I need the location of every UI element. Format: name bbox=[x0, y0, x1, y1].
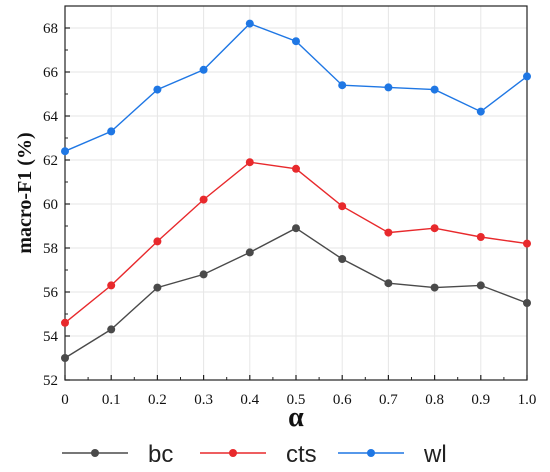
y-tick-label: 62 bbox=[43, 153, 58, 169]
x-tick-label: 0.1 bbox=[102, 392, 121, 408]
legend-marker-wl bbox=[367, 449, 375, 457]
data-point-wl bbox=[245, 19, 254, 28]
data-point-bc bbox=[61, 354, 69, 362]
x-tick-label: 0.9 bbox=[471, 392, 490, 408]
data-point-cts bbox=[523, 239, 531, 248]
data-point-cts bbox=[476, 233, 485, 241]
legend-item-wl: wl bbox=[338, 441, 447, 468]
data-point-wl bbox=[199, 65, 208, 74]
x-tick-label: 0 bbox=[61, 392, 69, 408]
y-tick-label: 68 bbox=[43, 21, 58, 37]
data-point-bc bbox=[476, 281, 485, 290]
y-tick-label: 66 bbox=[43, 65, 59, 81]
data-point-wl bbox=[523, 72, 531, 81]
y-axis-label: macro-F1 (%) bbox=[14, 132, 36, 253]
legend-marker-cts bbox=[229, 449, 237, 457]
x-axis-ticks: 0 0.1 0.2 0.3 0.4 0.5 0.6 0.7 0.8 0.9 1.0 bbox=[61, 375, 536, 408]
data-point-cts bbox=[384, 228, 393, 237]
data-point-wl bbox=[107, 127, 116, 136]
data-point-cts bbox=[107, 281, 116, 290]
data-point-cts bbox=[61, 318, 69, 327]
grid bbox=[64, 6, 528, 381]
series-layer bbox=[61, 19, 531, 362]
data-point-bc bbox=[523, 299, 531, 307]
y-tick-label: 54 bbox=[43, 329, 59, 345]
y-axis-ticks: 52 54 56 58 60 62 64 66 68 bbox=[43, 21, 70, 389]
legend-item-cts: cts bbox=[200, 441, 317, 468]
x-tick-label: 0.4 bbox=[240, 392, 259, 408]
y-tick-label: 60 bbox=[43, 197, 58, 213]
data-point-wl bbox=[384, 83, 393, 92]
y-tick-label: 64 bbox=[43, 109, 59, 125]
data-point-bc bbox=[384, 279, 393, 288]
x-tick-label: 0.8 bbox=[425, 392, 444, 408]
data-point-wl bbox=[476, 107, 485, 116]
data-point-wl bbox=[153, 85, 162, 94]
x-tick-label: 0.2 bbox=[148, 392, 167, 408]
data-point-bc bbox=[199, 270, 208, 279]
data-point-cts bbox=[199, 195, 208, 204]
series-cts bbox=[61, 158, 531, 327]
data-point-wl bbox=[292, 37, 300, 46]
x-tick-label: 0.5 bbox=[287, 392, 306, 408]
x-tick-label: 0.7 bbox=[379, 392, 398, 408]
data-point-cts bbox=[338, 202, 347, 211]
x-axis-label: α bbox=[288, 402, 304, 433]
data-point-cts bbox=[153, 237, 162, 246]
legend-label-bc: bc bbox=[148, 441, 173, 468]
data-point-bc bbox=[430, 283, 439, 292]
data-point-bc bbox=[292, 224, 300, 233]
data-point-cts bbox=[430, 224, 439, 233]
legend-label-cts: cts bbox=[286, 441, 317, 468]
legend-marker-bc bbox=[91, 449, 99, 457]
y-tick-label: 56 bbox=[43, 285, 59, 301]
data-point-bc bbox=[245, 248, 254, 257]
data-point-bc bbox=[107, 325, 116, 334]
x-tick-label: 1.0 bbox=[518, 392, 537, 408]
data-point-wl bbox=[61, 147, 69, 156]
legend-label-wl: wl bbox=[423, 441, 447, 468]
data-point-cts bbox=[292, 164, 300, 173]
x-tick-label: 0.3 bbox=[194, 392, 213, 408]
x-tick-label: 0.6 bbox=[333, 392, 352, 408]
data-point-bc bbox=[338, 255, 347, 263]
y-tick-label: 58 bbox=[43, 241, 58, 257]
data-point-wl bbox=[430, 85, 439, 94]
series-wl bbox=[61, 19, 531, 156]
y-tick-label: 52 bbox=[43, 373, 58, 389]
series-bc bbox=[61, 224, 531, 362]
legend-item-bc: bc bbox=[62, 441, 173, 468]
data-point-wl bbox=[338, 81, 347, 90]
data-point-cts bbox=[245, 158, 254, 167]
legend: bc cts wl bbox=[62, 441, 447, 468]
data-point-bc bbox=[153, 283, 162, 292]
